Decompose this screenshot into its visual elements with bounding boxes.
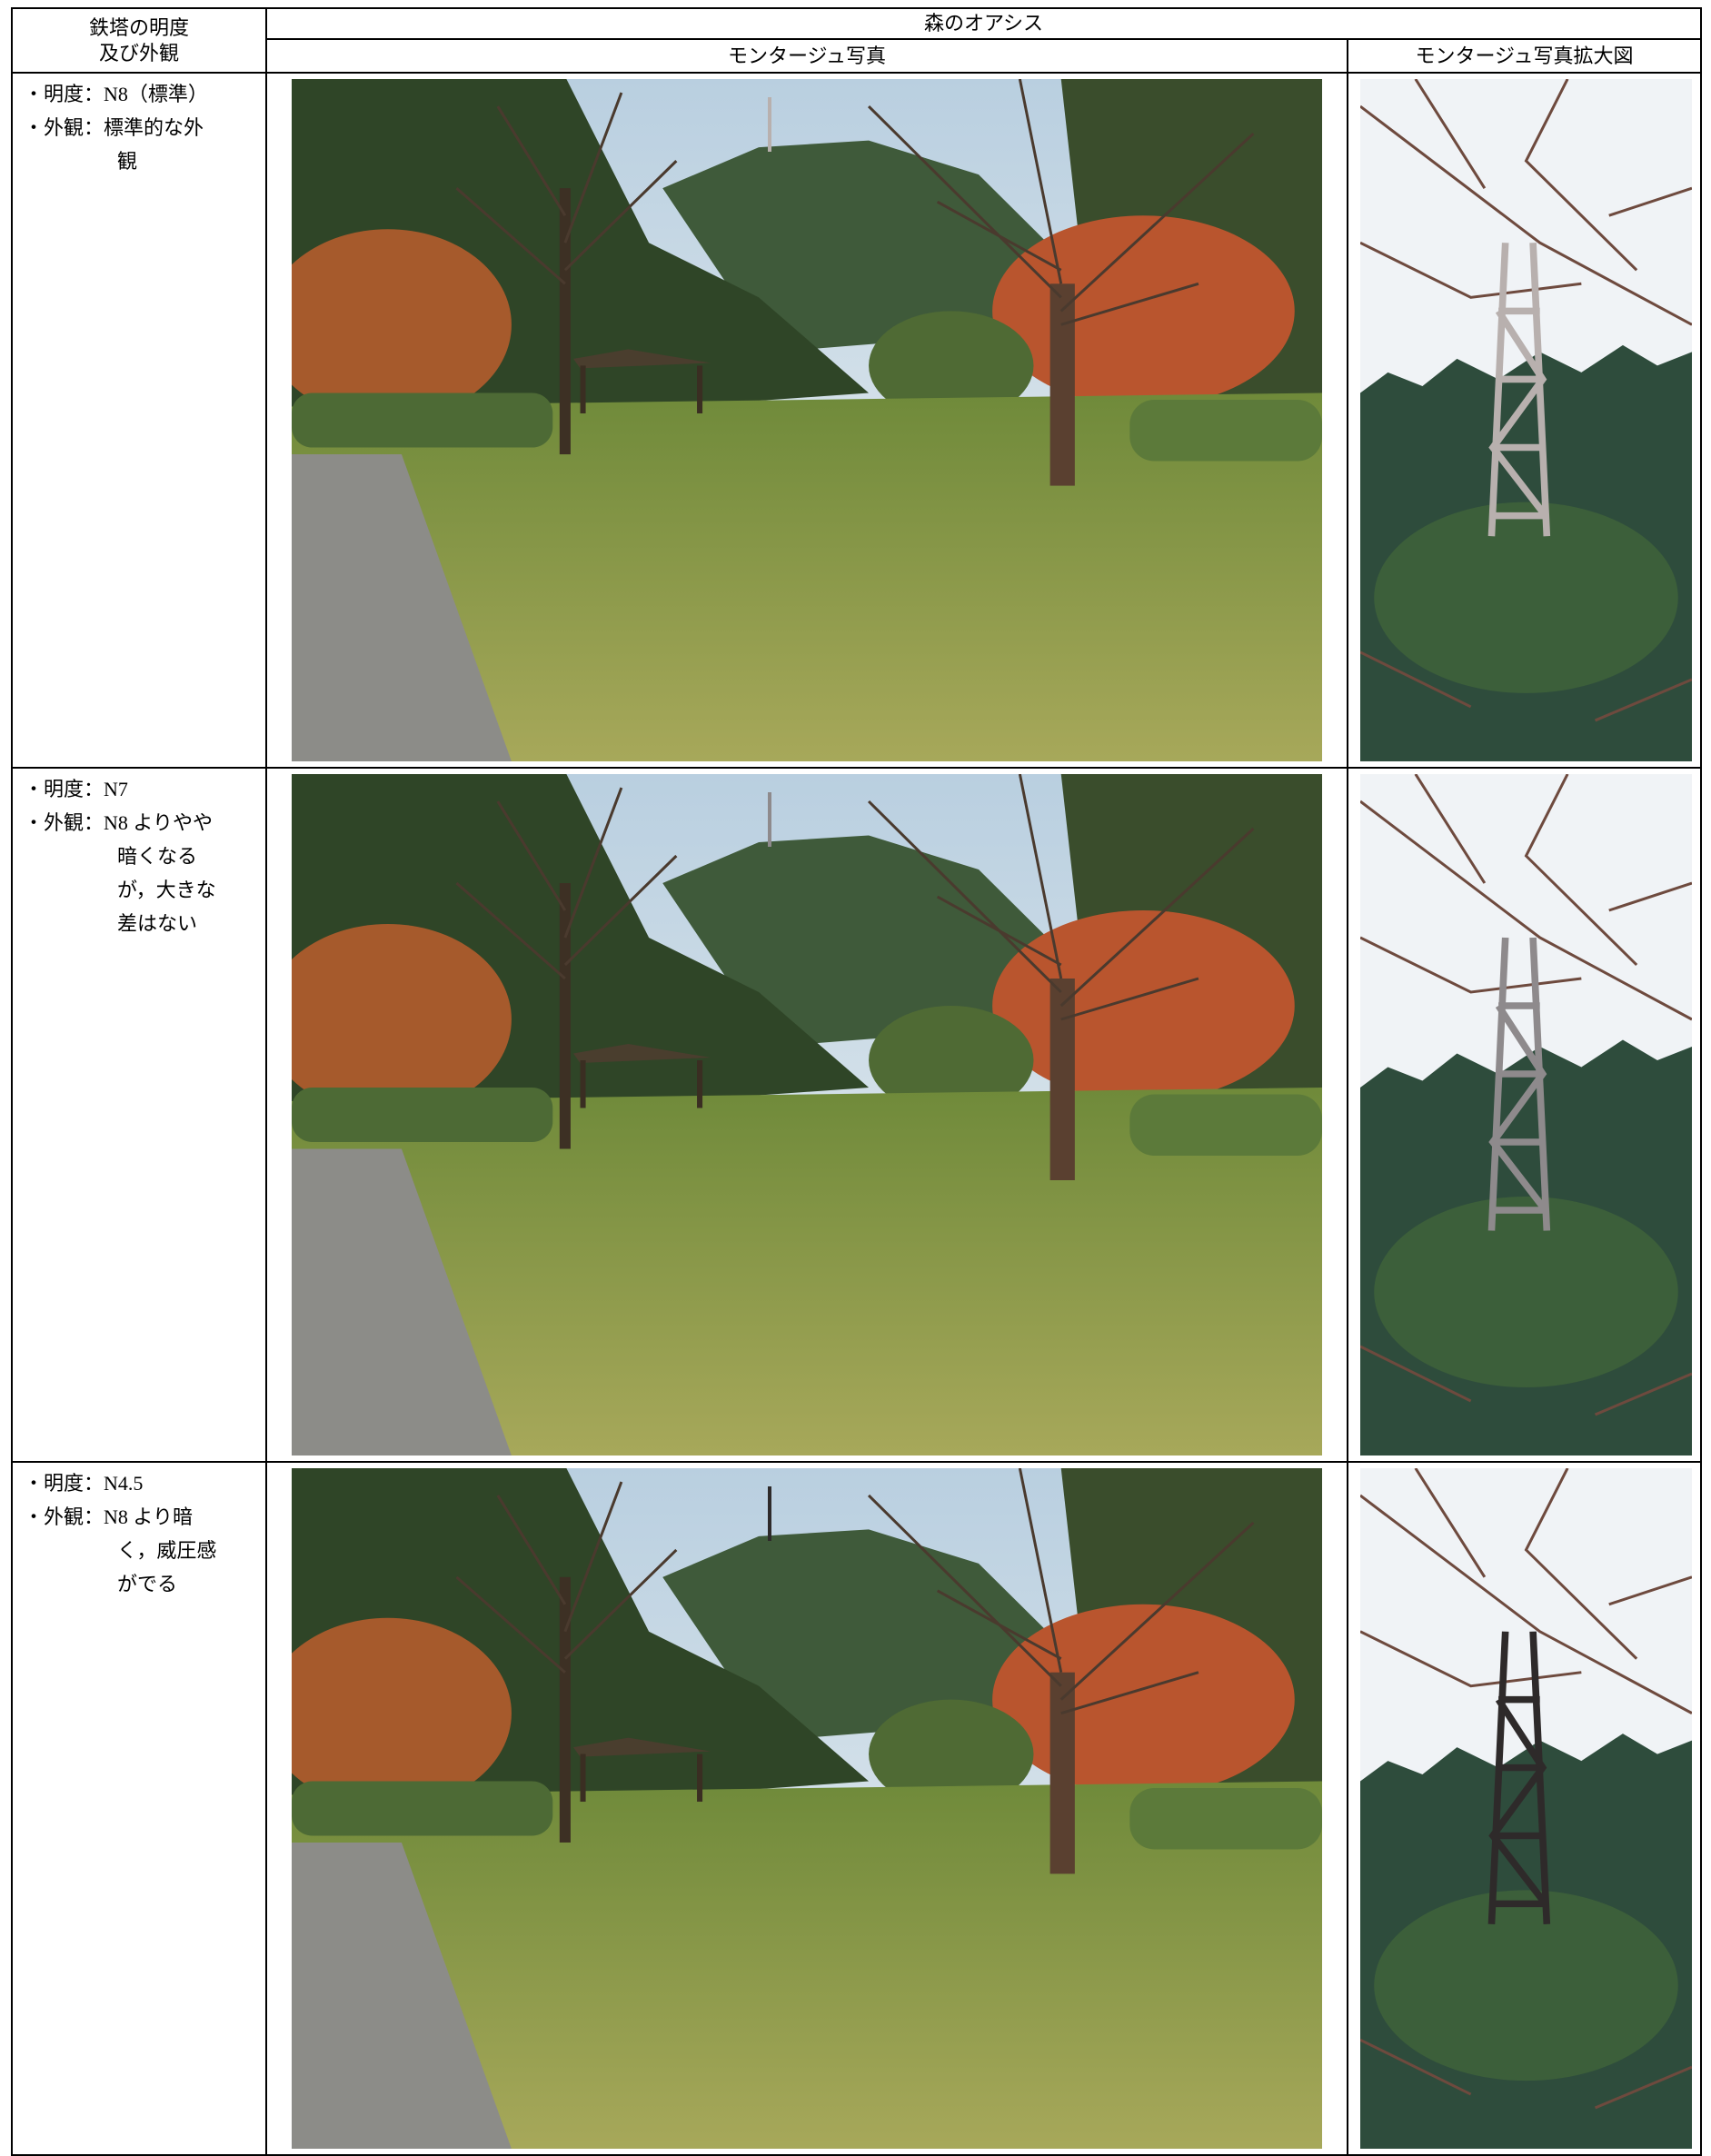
header-cell: 森のオアシス bbox=[265, 7, 1702, 40]
description: ・明度：N7 ・外観：N8 よりやや暗くなるが，大きな差はない bbox=[24, 772, 216, 940]
text-line: く，威圧感 bbox=[117, 1539, 217, 1562]
montage-photo bbox=[292, 79, 1322, 761]
header-text: 鉄塔の明度 bbox=[88, 15, 189, 39]
header-text: モンタージュ写真 bbox=[727, 44, 887, 67]
header-cell: 鉄塔の明度 及び外観 bbox=[11, 7, 267, 74]
text-line: ・外観：標準的な外 bbox=[24, 116, 204, 139]
header-cell: モンタージュ写真拡大図 bbox=[1347, 38, 1702, 74]
text-line: 観 bbox=[117, 150, 138, 173]
text-line: ・外観：N8 より暗 bbox=[24, 1505, 193, 1528]
text-line: が，大きな bbox=[117, 879, 216, 901]
zoom-photo bbox=[1360, 774, 1692, 1456]
text-line: ・外観：N8 よりやや bbox=[24, 811, 213, 834]
text-line: 暗くなる bbox=[117, 845, 198, 868]
montage-photo bbox=[292, 1468, 1322, 2149]
text-line: ・明度：N7 bbox=[24, 778, 128, 800]
header-text: 森のオアシス bbox=[923, 12, 1044, 35]
cell bbox=[1347, 1461, 1702, 2156]
montage-photo bbox=[292, 774, 1322, 1456]
header-text: モンタージュ写真拡大図 bbox=[1415, 44, 1634, 67]
zoom-photo bbox=[1360, 79, 1692, 761]
description: ・明度：N4.5 ・外観：N8 より暗く，威圧感がでる bbox=[24, 1466, 216, 1601]
text-line: がでる bbox=[117, 1573, 178, 1595]
text-line: ・明度：N4.5 bbox=[24, 1472, 144, 1495]
text-line: 差はない bbox=[117, 912, 198, 935]
zoom-photo bbox=[1360, 1468, 1692, 2149]
description: ・明度：N8（標準） ・外観：標準的な外観 bbox=[24, 77, 208, 178]
header-cell: モンタージュ写真 bbox=[265, 38, 1348, 74]
text-line: ・明度：N8（標準） bbox=[24, 83, 208, 105]
header-text: 及び外観 bbox=[98, 41, 179, 65]
